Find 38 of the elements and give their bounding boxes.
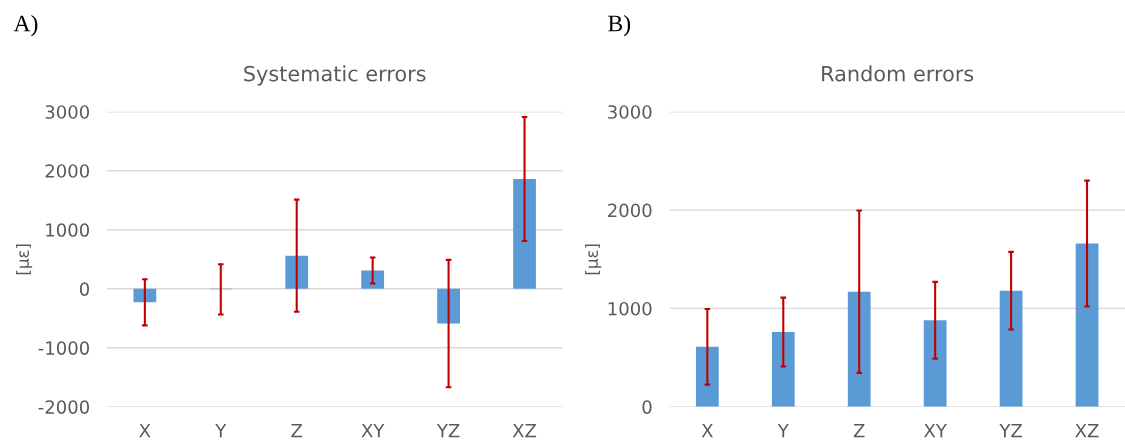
bar: [513, 179, 536, 289]
x-tick-label: Z: [291, 423, 303, 438]
y-tick-label: 0: [642, 400, 652, 414]
y-tick-label: 2000: [45, 164, 90, 178]
y-tick-label: 3000: [608, 105, 652, 119]
y-axis-title: [με]: [585, 244, 602, 275]
bar: [361, 270, 385, 289]
bar: [847, 291, 871, 407]
bar: [695, 346, 719, 407]
x-tick-label: XZ: [1075, 423, 1099, 438]
y-tick-label: -2000: [38, 400, 90, 414]
bar: [437, 288, 460, 324]
x-tick-label: Y: [215, 423, 227, 438]
bar: [999, 290, 1023, 407]
y-tick-label: -1000: [38, 341, 90, 355]
x-tick-label: YZ: [999, 423, 1022, 438]
x-tick-label: Y: [777, 423, 789, 438]
bar: [923, 320, 947, 407]
x-tick-label: Z: [853, 423, 865, 438]
text: A): [13, 14, 38, 37]
bar: [771, 332, 795, 407]
y-tick-label: 0: [79, 282, 90, 296]
x-tick-label: XZ: [512, 423, 537, 438]
y-axis-title: [με]: [16, 244, 33, 275]
x-tick-label: YZ: [436, 423, 460, 438]
bar: [1075, 243, 1099, 407]
x-tick-label: XY: [924, 423, 947, 438]
y-tick-label: 1000: [608, 301, 652, 316]
x-tick-label: X: [701, 423, 713, 438]
bar: [285, 255, 309, 289]
x-tick-label: XY: [361, 423, 385, 438]
text: B): [608, 14, 631, 37]
y-tick-label: 3000: [45, 105, 90, 119]
x-tick-label: X: [139, 423, 151, 438]
y-tick-label: 2000: [608, 203, 652, 218]
y-tick-label: 1000: [46, 223, 90, 237]
chart-title: Systematic errors: [244, 65, 426, 86]
chart-title: Random errors: [822, 65, 974, 82]
